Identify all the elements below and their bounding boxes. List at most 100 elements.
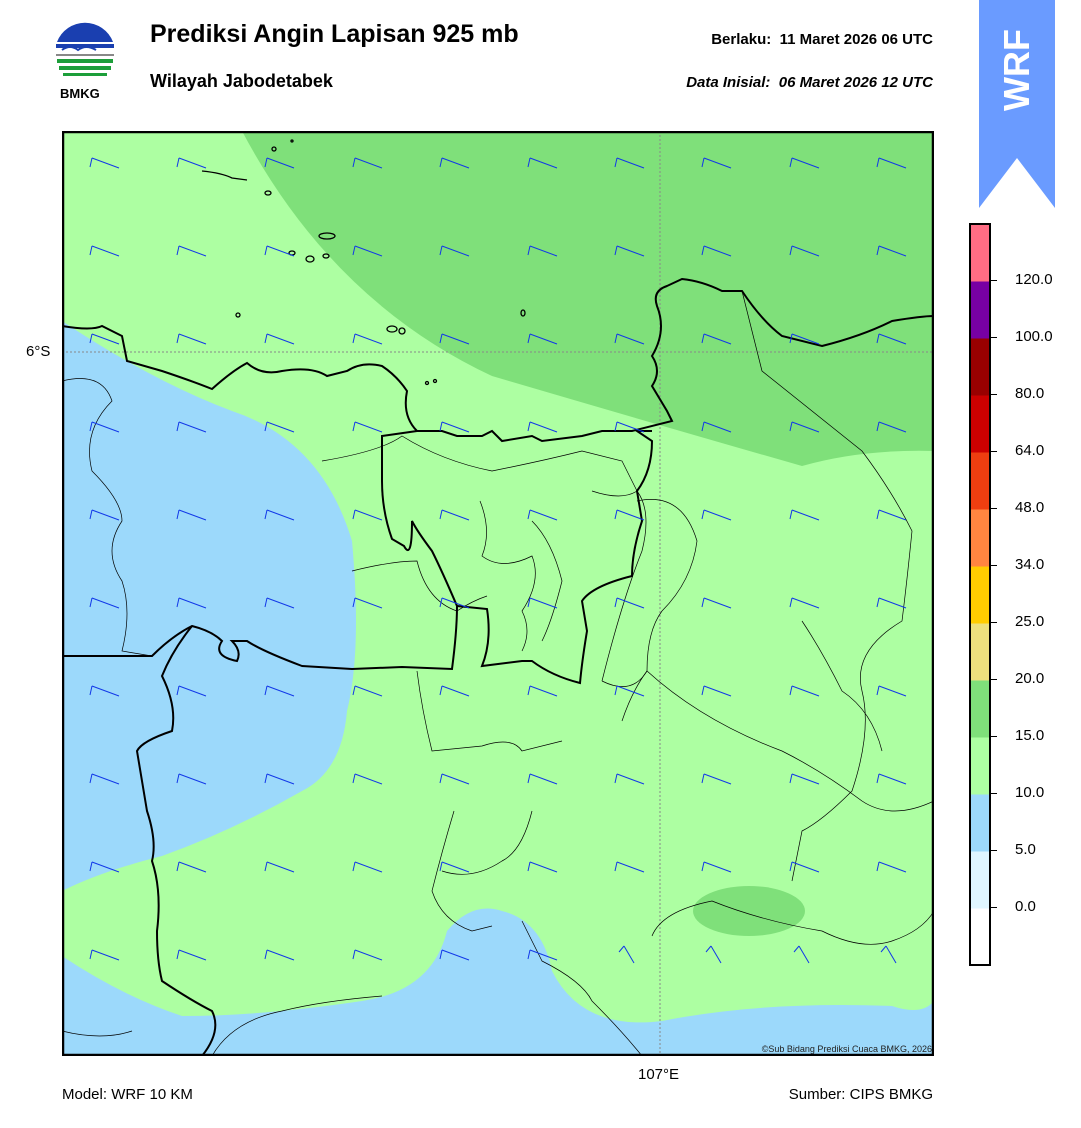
wind-barb (701, 509, 732, 521)
wind-barb (614, 333, 645, 345)
wind-barb (439, 949, 470, 961)
wind-barb (701, 157, 732, 169)
wind-barb (527, 421, 558, 433)
colorbar-segment (970, 281, 990, 339)
wind-barb (264, 949, 295, 961)
wind-barb (527, 773, 558, 785)
wind-barb (89, 861, 120, 873)
wind-barb (176, 773, 207, 785)
wind-barb (352, 509, 383, 521)
colorbar-tick (991, 679, 997, 680)
wind-barb (89, 157, 120, 169)
wind-barb (789, 421, 820, 433)
colorbar-label: 0.0 (1015, 898, 1036, 915)
colorbar-segment (970, 395, 990, 453)
colorbar-segment (970, 737, 990, 795)
colorbar-segment (970, 908, 990, 966)
colorbar-tick (991, 337, 997, 338)
colorbar-tick (991, 508, 997, 509)
wind-barb (527, 157, 558, 169)
colorbar-label: 48.0 (1015, 499, 1045, 516)
wind-barb (439, 245, 470, 257)
wind-barb (876, 509, 907, 521)
colorbar-segment (970, 851, 990, 909)
wind-barb (439, 597, 470, 609)
colorbar-tick (991, 451, 997, 452)
wind-zone-5-10-south (62, 908, 934, 1056)
colorbar-tick (991, 793, 997, 794)
wind-barb (176, 157, 207, 169)
wind-barb (876, 773, 907, 785)
wind-zone-15-20 (242, 131, 934, 466)
wind-barb (439, 861, 470, 873)
wind-barb (618, 945, 635, 964)
district-boundaries (62, 290, 934, 1056)
wind-barb (176, 949, 207, 961)
wind-barb (439, 685, 470, 697)
map-subtitle: Wilayah Jabodetabek (150, 71, 333, 91)
colorbar-tick (991, 565, 997, 566)
colorbar-segment (970, 623, 990, 681)
wind-barb (352, 421, 383, 433)
wind-barb (176, 245, 207, 257)
wind-barb (789, 509, 820, 521)
wind-zone-5-10-west (62, 321, 356, 891)
wind-barb (439, 773, 470, 785)
colorbar-tick (991, 736, 997, 737)
province-boundaries (62, 430, 654, 1056)
wind-barb (880, 945, 897, 964)
wind-barb (789, 333, 820, 345)
wind-barb (527, 949, 558, 961)
init-time-value: 06 Maret 2026 12 UTC (778, 74, 933, 91)
wind-barb (89, 597, 120, 609)
colorbar-label: 64.0 (1015, 442, 1045, 459)
wind-zone-15-20-patch (693, 886, 805, 936)
wind-barb (89, 245, 120, 257)
wind-barb (876, 157, 907, 169)
colorbar-segment (970, 680, 990, 738)
wind-barb (439, 421, 470, 433)
wind-barb (352, 861, 383, 873)
colorbar-segment (970, 224, 990, 282)
wind-barb (527, 861, 558, 873)
wind-barb (701, 685, 732, 697)
wind-barb (876, 421, 907, 433)
colorbar-segment (970, 509, 990, 567)
wind-barb (701, 773, 732, 785)
colorbar (969, 223, 991, 966)
wind-barb (176, 685, 207, 697)
wind-barb (701, 245, 732, 257)
model-label: Model: WRF 10 KM (62, 1086, 193, 1103)
wind-barb (614, 245, 645, 257)
wind-barb (352, 157, 383, 169)
wind-barb (264, 333, 295, 345)
wind-barb (264, 861, 295, 873)
wind-barb (614, 773, 645, 785)
wind-barb (176, 509, 207, 521)
wind-barb (789, 157, 820, 169)
latitude-label: 6°S (26, 343, 51, 360)
wind-barb (264, 509, 295, 521)
colorbar-segment (970, 566, 990, 624)
wind-barb (89, 773, 120, 785)
wind-map: ©Sub Bidang Prediksi Cuaca BMKG, 2026 (62, 131, 934, 1056)
wind-barb (176, 597, 207, 609)
wind-barb (264, 157, 295, 169)
colorbar-label: 20.0 (1015, 670, 1045, 687)
wind-barb (439, 157, 470, 169)
wind-barb (352, 245, 383, 257)
colorbar-tick (991, 394, 997, 395)
wind-barb (89, 333, 120, 345)
wind-barb (439, 333, 470, 345)
wind-barb (876, 333, 907, 345)
colorbar-tick (991, 622, 997, 623)
wind-barb (264, 773, 295, 785)
wind-barb (352, 685, 383, 697)
colorbar-label: 34.0 (1015, 556, 1045, 573)
colorbar-segment (970, 794, 990, 852)
wind-barb (439, 509, 470, 521)
wrf-badge (979, 0, 1055, 208)
source-label: Sumber: CIPS BMKG (788, 1086, 933, 1103)
wind-barb (705, 945, 722, 964)
wind-barb (89, 685, 120, 697)
